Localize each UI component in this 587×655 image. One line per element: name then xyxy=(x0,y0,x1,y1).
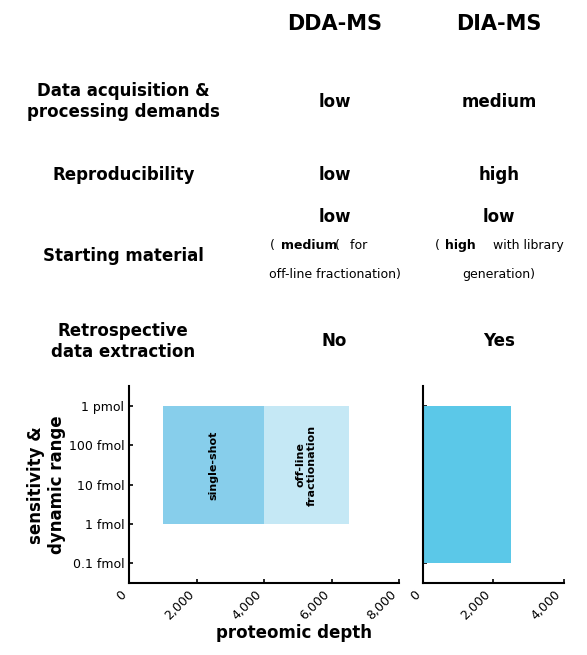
Text: for: for xyxy=(346,239,367,252)
Text: low: low xyxy=(318,92,351,111)
Text: low: low xyxy=(318,166,351,183)
Text: medium: medium xyxy=(461,92,537,111)
Text: DIA-MS: DIA-MS xyxy=(456,14,542,34)
Bar xyxy=(264,406,349,524)
Text: with library: with library xyxy=(488,239,564,252)
Text: DDA-MS: DDA-MS xyxy=(287,14,382,34)
Text: No: No xyxy=(322,332,348,350)
Text: low: low xyxy=(483,208,515,226)
Text: Data acquisition &
processing demands: Data acquisition & processing demands xyxy=(27,82,220,121)
Bar xyxy=(423,406,511,563)
Text: Retrospective
data extraction: Retrospective data extraction xyxy=(51,322,195,360)
Text: single-shot: single-shot xyxy=(208,430,218,500)
Text: generation): generation) xyxy=(463,268,535,280)
Bar xyxy=(163,406,264,524)
Text: Yes: Yes xyxy=(483,332,515,350)
Text: proteomic depth: proteomic depth xyxy=(215,624,372,642)
Text: high: high xyxy=(478,166,519,183)
Text: off-line fractionation): off-line fractionation) xyxy=(269,268,400,280)
Y-axis label: sensitivity &
dynamic range: sensitivity & dynamic range xyxy=(27,415,66,554)
Text: (: ( xyxy=(434,239,439,252)
Text: medium: medium xyxy=(281,239,338,252)
Text: Reproducibility: Reproducibility xyxy=(52,166,194,183)
Text: (: ( xyxy=(335,239,339,252)
Text: Starting material: Starting material xyxy=(43,247,204,265)
Text: high: high xyxy=(446,239,476,252)
Text: low: low xyxy=(318,208,351,226)
Text: (: ( xyxy=(270,239,275,252)
Text: off-line
fractionation: off-line fractionation xyxy=(295,424,317,506)
